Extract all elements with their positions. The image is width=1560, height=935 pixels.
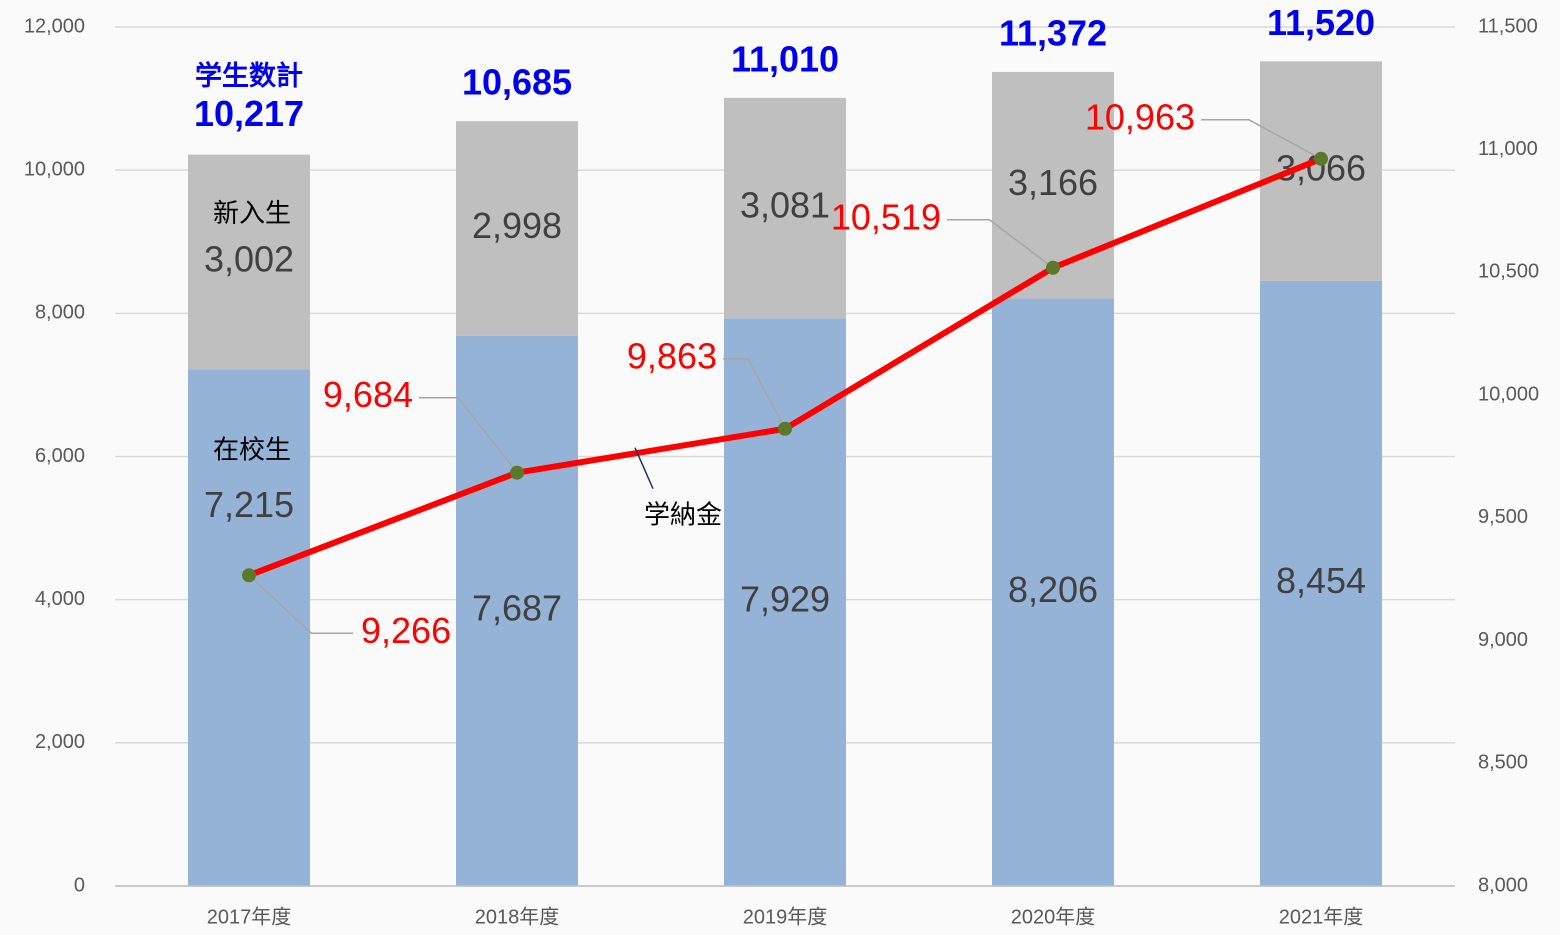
leader-line bbox=[248, 574, 353, 635]
y-tick-label: 8,000 bbox=[35, 302, 85, 324]
line-marker bbox=[778, 421, 792, 436]
x-tick-label: 2020年度 bbox=[1011, 905, 1096, 928]
y2-tick-label: 8,000 bbox=[1478, 874, 1528, 896]
y2-tick-label: 10,000 bbox=[1478, 383, 1539, 405]
line-marker bbox=[510, 465, 524, 480]
y2-tick-label: 11,500 bbox=[1478, 15, 1538, 37]
y-tick-label: 6,000 bbox=[35, 445, 85, 467]
segment-label: 3,002 bbox=[204, 239, 294, 280]
total-label: 11,520 bbox=[1267, 2, 1375, 43]
bar-segment bbox=[456, 335, 578, 887]
segment-label: 8,206 bbox=[1008, 569, 1098, 610]
y2-tick-label: 9,500 bbox=[1478, 506, 1528, 528]
total-label: 10,685 bbox=[462, 62, 572, 103]
segment-label: 8,454 bbox=[1276, 560, 1366, 601]
line-label: 9,863 bbox=[627, 335, 717, 376]
total-label: 11,010 bbox=[731, 38, 839, 79]
line-label: 10,519 bbox=[831, 196, 941, 237]
line-marker bbox=[1314, 151, 1328, 166]
x-tick-label: 2019年度 bbox=[743, 905, 828, 928]
bar-segment bbox=[1260, 61, 1382, 281]
bar-segment bbox=[724, 318, 846, 886]
line-marker bbox=[242, 568, 256, 583]
segment-label: 3,166 bbox=[1008, 162, 1098, 203]
x-tick-label: 2018年度 bbox=[475, 905, 560, 928]
y2-tick-label: 8,500 bbox=[1478, 752, 1528, 774]
total-label: 11,372 bbox=[999, 12, 1107, 53]
bar-segment bbox=[992, 298, 1114, 886]
leader-line bbox=[419, 396, 518, 474]
annotation-pointer bbox=[634, 447, 654, 490]
x-tick-label: 2017年度 bbox=[207, 905, 292, 928]
total-label: 10,217 bbox=[194, 93, 304, 134]
leader-line bbox=[1201, 119, 1322, 160]
y-tick-label: 4,000 bbox=[35, 588, 85, 610]
y2-tick-label: 11,000 bbox=[1478, 138, 1538, 160]
line-marker bbox=[1046, 260, 1060, 275]
line-label: 10,963 bbox=[1085, 96, 1195, 137]
line-label: 9,684 bbox=[323, 374, 413, 415]
leader-line bbox=[723, 358, 786, 430]
y-tick-label: 2,000 bbox=[35, 731, 85, 753]
segment-label: 7,929 bbox=[740, 579, 830, 620]
bar-segment bbox=[188, 154, 310, 370]
total-name: 学生数計 bbox=[195, 60, 303, 91]
y-tick-label: 10,000 bbox=[24, 158, 85, 180]
series-name: 在校生 bbox=[213, 434, 291, 464]
leader-line bbox=[947, 219, 1054, 269]
bar-segment bbox=[724, 97, 846, 319]
segment-label: 2,998 bbox=[472, 205, 562, 246]
y2-tick-label: 10,500 bbox=[1478, 261, 1539, 283]
bar-segment bbox=[1260, 280, 1382, 887]
segment-label: 3,081 bbox=[740, 185, 830, 226]
segment-label: 7,215 bbox=[204, 484, 294, 525]
y2-tick-label: 9,000 bbox=[1478, 629, 1528, 651]
series-name: 学納金 bbox=[644, 500, 722, 530]
bar-segment bbox=[456, 121, 578, 336]
y-tick-label: 12,000 bbox=[24, 15, 85, 37]
y-tick-label: 0 bbox=[74, 874, 85, 896]
bar-segment bbox=[188, 369, 310, 886]
line-label: 9,266 bbox=[361, 610, 451, 651]
x-tick-label: 2021年度 bbox=[1279, 905, 1364, 928]
segment-label: 7,687 bbox=[472, 587, 562, 628]
series-name: 新入生 bbox=[213, 198, 291, 228]
